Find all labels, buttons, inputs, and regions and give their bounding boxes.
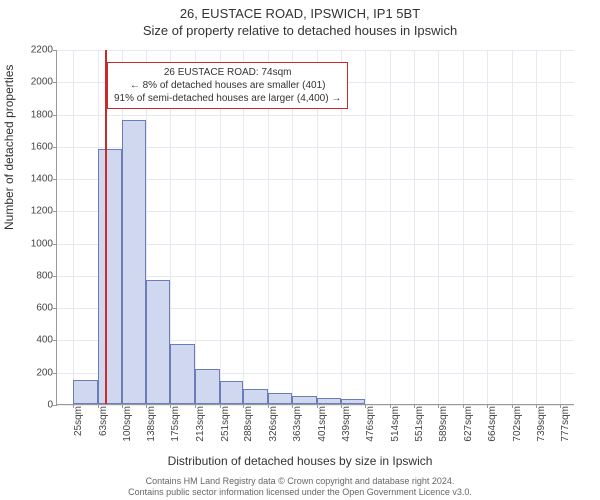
x-gridline — [560, 50, 561, 404]
histogram-bar — [220, 381, 244, 404]
y-tick-mark — [53, 244, 57, 245]
x-tick-mark — [414, 404, 415, 408]
y-tick-mark — [53, 179, 57, 180]
annotation-line-2: ← 8% of detached houses are smaller (401… — [114, 79, 341, 92]
histogram-bar — [170, 344, 195, 404]
x-tick-label: 476sqm — [365, 406, 376, 442]
x-tick-label: 100sqm — [122, 406, 133, 442]
x-tick-mark — [292, 404, 293, 408]
x-tick-mark — [560, 404, 561, 408]
annotation-line-3: 91% of semi-detached houses are larger (… — [114, 92, 341, 105]
x-tick-label: 589sqm — [438, 406, 449, 442]
histogram-bar — [341, 399, 365, 404]
x-tick-mark — [365, 404, 366, 408]
chart-title-main: 26, EUSTACE ROAD, IPSWICH, IP1 5BT — [0, 0, 600, 21]
x-tick-label: 439sqm — [341, 406, 352, 442]
y-tick-mark — [53, 308, 57, 309]
x-tick-label: 63sqm — [98, 406, 109, 436]
x-tick-label: 138sqm — [146, 406, 157, 442]
y-tick-mark — [53, 405, 57, 406]
x-gridline — [463, 50, 464, 404]
x-tick-label: 739sqm — [536, 406, 547, 442]
x-gridline — [487, 50, 488, 404]
histogram-bar — [317, 398, 342, 404]
y-tick-mark — [53, 147, 57, 148]
x-tick-mark — [122, 404, 123, 408]
histogram-bar — [146, 280, 170, 404]
x-tick-label: 25sqm — [73, 406, 84, 436]
x-tick-mark — [268, 404, 269, 408]
y-tick-mark — [53, 211, 57, 212]
y-tick-mark — [53, 82, 57, 83]
x-tick-label: 213sqm — [195, 406, 206, 442]
histogram-bar — [243, 389, 268, 404]
x-tick-mark — [73, 404, 74, 408]
x-tick-mark — [390, 404, 391, 408]
x-tick-label: 401sqm — [317, 406, 328, 442]
x-tick-label: 363sqm — [292, 406, 303, 442]
y-tick-mark — [53, 373, 57, 374]
histogram-bar — [195, 369, 220, 405]
x-gridline — [414, 50, 415, 404]
x-tick-label: 551sqm — [414, 406, 425, 442]
y-gridline — [57, 115, 574, 116]
x-tick-mark — [146, 404, 147, 408]
y-tick-mark — [53, 276, 57, 277]
histogram-bar — [292, 396, 317, 404]
y-tick-mark — [53, 340, 57, 341]
x-tick-mark — [220, 404, 221, 408]
x-tick-mark — [243, 404, 244, 408]
attribution-footer: Contains HM Land Registry data © Crown c… — [0, 476, 600, 498]
x-tick-label: 702sqm — [512, 406, 523, 442]
x-tick-label: 251sqm — [220, 406, 231, 442]
x-gridline — [73, 50, 74, 404]
histogram-bar — [268, 393, 292, 404]
y-tick-mark — [53, 115, 57, 116]
x-tick-label: 627sqm — [463, 406, 474, 442]
x-axis-label: Distribution of detached houses by size … — [0, 454, 600, 468]
x-gridline — [536, 50, 537, 404]
reference-annotation: 26 EUSTACE ROAD: 74sqm ← 8% of detached … — [107, 62, 348, 109]
footer-line-1: Contains HM Land Registry data © Crown c… — [0, 476, 600, 487]
x-tick-mark — [317, 404, 318, 408]
x-tick-label: 514sqm — [390, 406, 401, 442]
y-gridline — [57, 50, 574, 51]
x-tick-mark — [438, 404, 439, 408]
histogram-plot: 0200400600800100012001400160018002000220… — [56, 50, 574, 405]
x-tick-label: 326sqm — [268, 406, 279, 442]
annotation-line-1: 26 EUSTACE ROAD: 74sqm — [114, 66, 341, 79]
histogram-bar — [122, 120, 147, 404]
x-gridline — [365, 50, 366, 404]
x-tick-label: 664sqm — [487, 406, 498, 442]
x-tick-label: 288sqm — [243, 406, 254, 442]
x-tick-mark — [195, 404, 196, 408]
x-tick-label: 777sqm — [560, 406, 571, 442]
chart-title-sub: Size of property relative to detached ho… — [0, 21, 600, 38]
footer-line-2: Contains public sector information licen… — [0, 487, 600, 498]
x-tick-label: 175sqm — [170, 406, 181, 442]
x-tick-mark — [170, 404, 171, 408]
x-tick-mark — [536, 404, 537, 408]
x-tick-mark — [512, 404, 513, 408]
x-tick-mark — [341, 404, 342, 408]
x-gridline — [512, 50, 513, 404]
histogram-bar — [73, 380, 98, 404]
x-tick-mark — [98, 404, 99, 408]
x-gridline — [438, 50, 439, 404]
y-axis-label: Number of detached properties — [2, 65, 16, 230]
y-tick-mark — [53, 50, 57, 51]
x-gridline — [390, 50, 391, 404]
x-tick-mark — [487, 404, 488, 408]
x-tick-mark — [463, 404, 464, 408]
histogram-bar — [98, 149, 122, 404]
